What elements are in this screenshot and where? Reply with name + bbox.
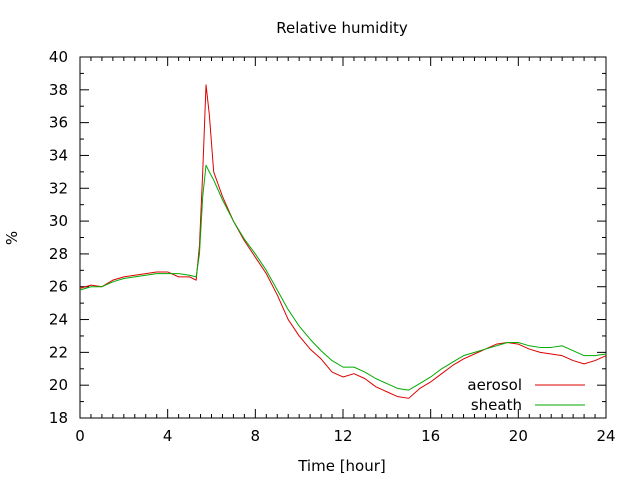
legend-label-sheath: sheath (471, 396, 522, 414)
axis-tick-labels: 0 4 8 12 16 20 24 18 20 22 24 26 28 30 32 34 36 38 40 (49, 48, 616, 445)
y-axis-label: % (3, 231, 21, 245)
legend: aerosol sheath (467, 376, 585, 414)
y-tick-label: 34 (49, 146, 68, 164)
series-line-sheath (79, 164, 607, 391)
y-tick-label: 38 (49, 81, 68, 99)
x-tick-label: 8 (251, 427, 261, 445)
x-tick-label: 20 (509, 427, 528, 445)
x-tick-label: 16 (421, 427, 440, 445)
y-tick-label: 40 (49, 48, 68, 66)
legend-label-aerosol: aerosol (467, 376, 522, 394)
y-tick-label: 20 (49, 376, 68, 394)
y-tick-label: 28 (49, 245, 68, 263)
x-tick-label: 24 (596, 427, 615, 445)
x-tick-label: 4 (163, 427, 173, 445)
y-tick-label: 36 (49, 114, 68, 132)
y-tick-label: 22 (49, 343, 68, 361)
chart-title: Relative humidity (276, 19, 408, 37)
y-tick-label: 32 (49, 179, 68, 197)
x-axis-label: Time [hour] (297, 457, 386, 475)
y-tick-label: 18 (49, 409, 68, 427)
series-line-aerosol (79, 84, 607, 399)
y-tick-label: 26 (49, 278, 68, 296)
x-tick-label: 0 (75, 427, 85, 445)
series-lines (79, 84, 607, 399)
y-tick-label: 30 (49, 212, 68, 230)
x-tick-label: 12 (333, 427, 352, 445)
y-tick-label: 24 (49, 311, 68, 329)
axis-ticks (79, 56, 607, 419)
plot-frame (79, 56, 607, 419)
